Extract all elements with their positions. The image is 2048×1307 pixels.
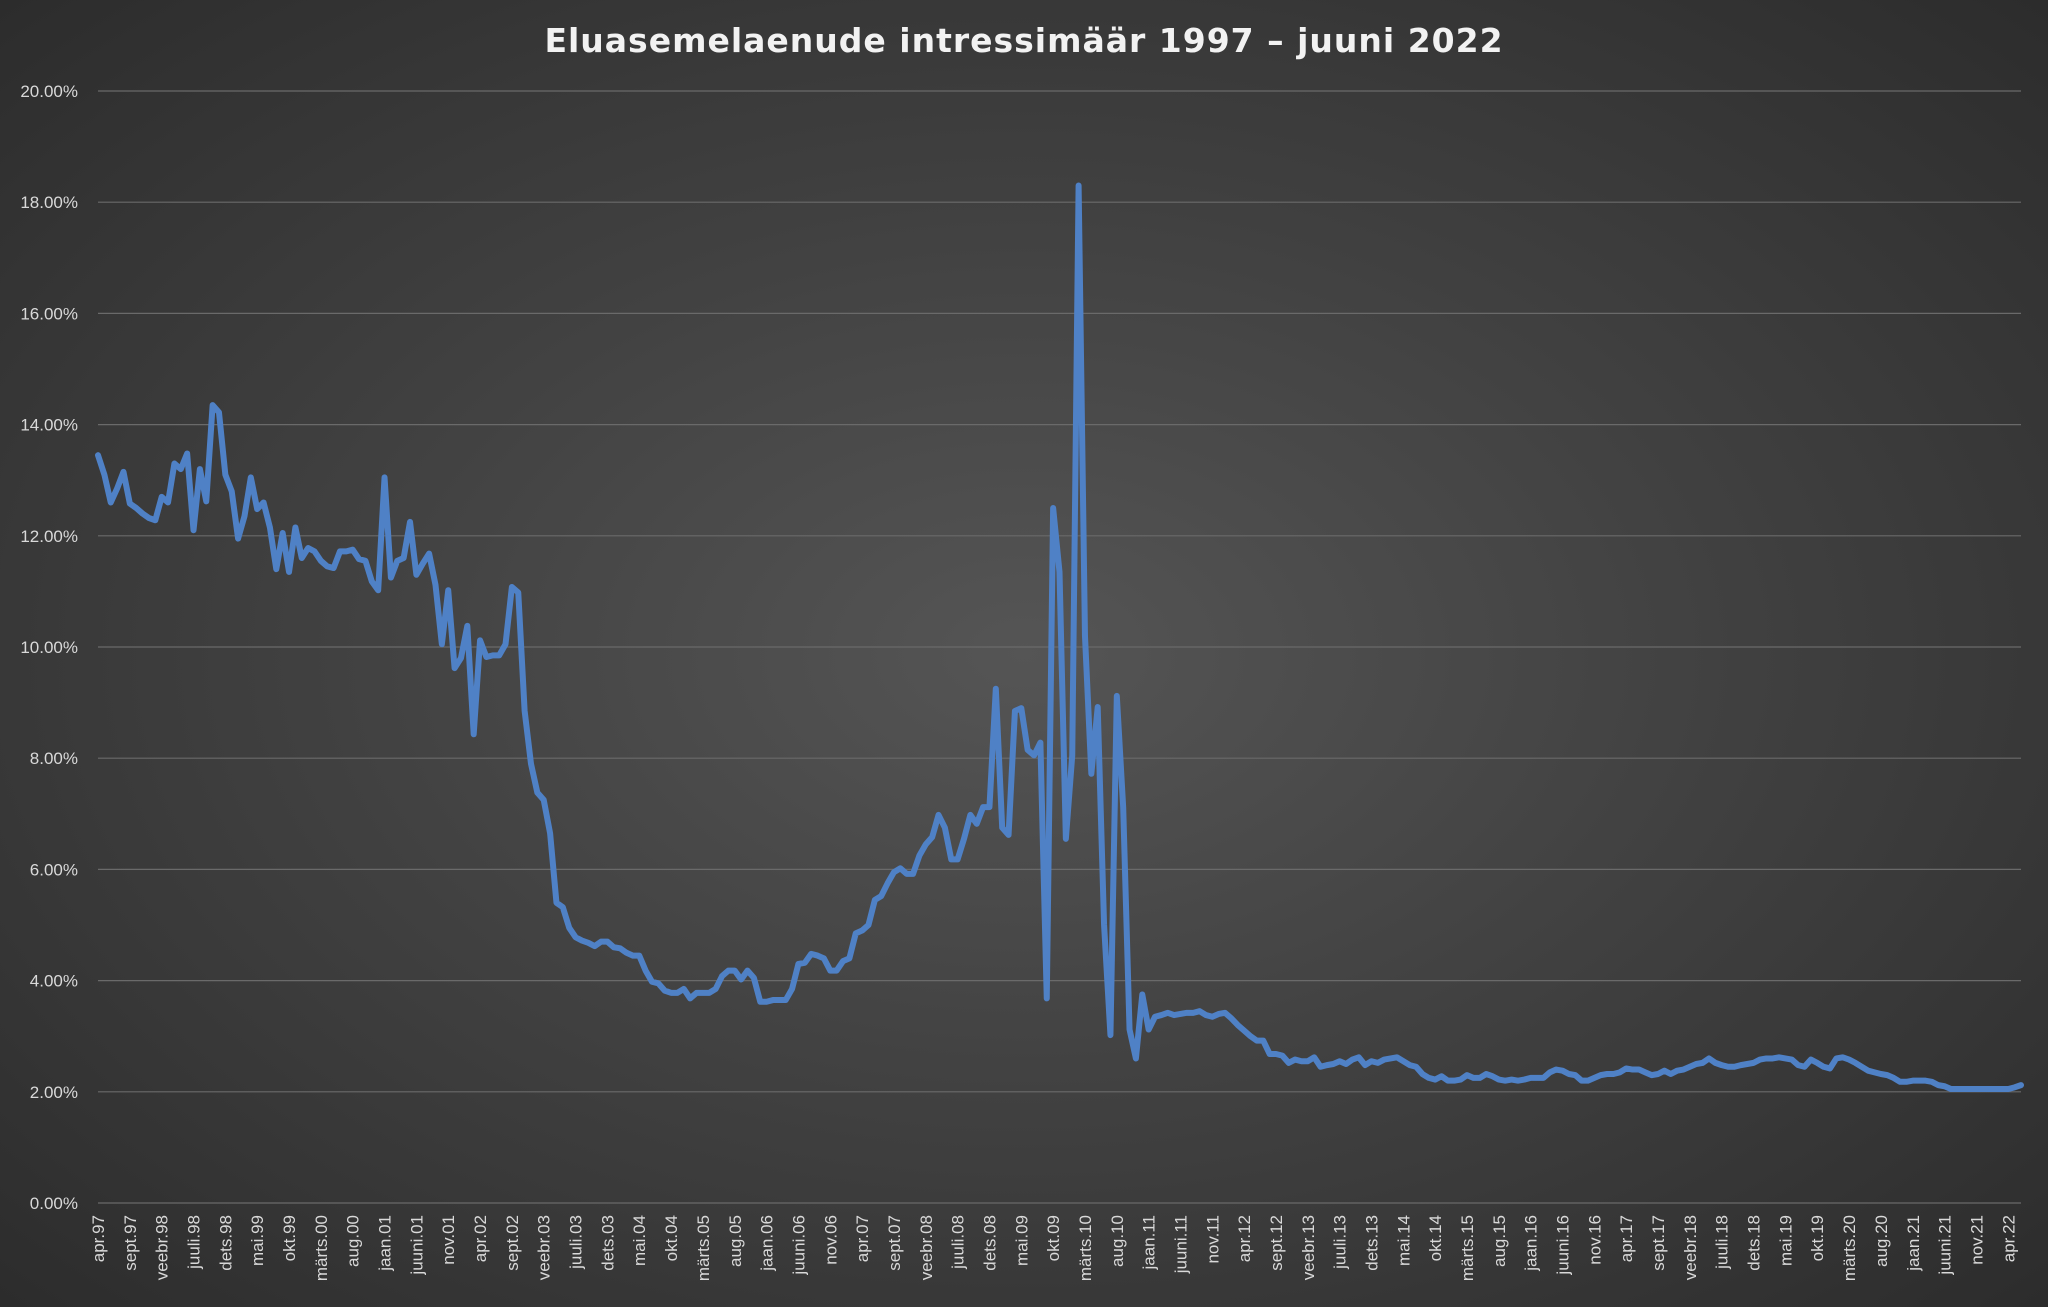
x-tick-label: okt.09	[1044, 1215, 1063, 1261]
y-tick-label: 2.00%	[30, 1083, 78, 1102]
x-tick-label: apr.12	[1235, 1215, 1254, 1262]
x-tick-label: okt.14	[1426, 1215, 1445, 1261]
y-tick-label: 18.00%	[20, 193, 78, 212]
y-axis-ticks: 0.00% 2.00% 4.00% 6.00% 8.00% 10.00% 12.00% 14.…	[20, 82, 78, 1213]
x-tick-label: aug.15	[1490, 1215, 1509, 1267]
x-tick-label: märts.05	[694, 1215, 713, 1281]
x-tick-label: nov.01	[439, 1215, 458, 1265]
x-tick-label: nov.16	[1585, 1215, 1604, 1265]
x-tick-label: märts.00	[312, 1215, 331, 1281]
x-tick-label: märts.10	[1076, 1215, 1095, 1281]
x-tick-label: jaan.01	[376, 1215, 395, 1272]
x-tick-label: apr.17	[1617, 1215, 1636, 1262]
x-tick-label: nov.11	[1203, 1215, 1222, 1264]
x-tick-label: juuni.11	[1171, 1215, 1190, 1274]
x-tick-label: aug.05	[726, 1215, 745, 1267]
x-tick-label: juuli.18	[1713, 1215, 1732, 1270]
x-tick-label: veebr.18	[1681, 1215, 1700, 1280]
y-tick-label: 6.00%	[30, 860, 78, 879]
x-tick-label: veebr.03	[535, 1215, 554, 1280]
x-tick-label: dets.18	[1745, 1215, 1764, 1271]
y-tick-label: 8.00%	[30, 749, 78, 768]
y-tick-label: 16.00%	[20, 304, 78, 323]
x-tick-label: sept.97	[121, 1215, 140, 1271]
x-tick-label: dets.98	[216, 1215, 235, 1271]
x-tick-label: jaan.16	[1522, 1215, 1541, 1272]
x-tick-label: nov.21	[1967, 1215, 1986, 1265]
x-tick-label: apr.97	[89, 1215, 108, 1262]
x-tick-label: juuni.06	[789, 1215, 808, 1276]
y-tick-label: 20.00%	[20, 82, 78, 101]
x-tick-label: juuli.03	[567, 1215, 586, 1270]
x-tick-label: dets.13	[1363, 1215, 1382, 1271]
y-tick-label: 14.00%	[20, 416, 78, 435]
x-tick-label: jaan.06	[758, 1215, 777, 1272]
x-tick-label: sept.07	[885, 1215, 904, 1271]
x-tick-label: apr.07	[853, 1215, 872, 1262]
y-tick-label: 12.00%	[20, 527, 78, 546]
x-tick-label: jaan.21	[1904, 1215, 1923, 1272]
x-axis-ticks: apr.97 sept.97 veebr.98 juuli.98 dets.98 mai.…	[89, 1215, 2018, 1281]
y-tick-label: 0.00%	[30, 1194, 78, 1213]
y-tick-label: 10.00%	[20, 638, 78, 657]
x-tick-label: okt.19	[1808, 1215, 1827, 1261]
y-tick-label: 4.00%	[30, 972, 78, 991]
x-tick-label: veebr.98	[153, 1215, 172, 1280]
x-tick-label: dets.08	[980, 1215, 999, 1271]
x-tick-label: dets.03	[598, 1215, 617, 1271]
x-tick-label: märts.15	[1458, 1215, 1477, 1281]
x-tick-label: juuni.01	[407, 1215, 426, 1276]
x-tick-label: mai.14	[1394, 1215, 1413, 1266]
x-tick-label: apr.22	[1999, 1215, 2018, 1262]
x-tick-label: mai.99	[248, 1215, 267, 1266]
x-tick-label: juuni.16	[1554, 1215, 1573, 1276]
x-tick-label: sept.17	[1649, 1215, 1668, 1271]
chart-title: Eluasemelaenude intressimäär 1997 – juun…	[544, 21, 1503, 60]
x-tick-label: juuni.21	[1936, 1215, 1955, 1276]
x-tick-label: nov.06	[821, 1215, 840, 1265]
x-tick-label: okt.99	[280, 1215, 299, 1261]
x-tick-label: sept.12	[1267, 1215, 1286, 1271]
x-tick-label: juuli.08	[949, 1215, 968, 1270]
x-tick-label: aug.10	[1108, 1215, 1127, 1267]
x-tick-label: apr.02	[471, 1215, 490, 1262]
x-tick-label: okt.04	[662, 1215, 681, 1261]
x-tick-label: mai.09	[1012, 1215, 1031, 1266]
x-tick-label: aug.00	[344, 1215, 363, 1267]
x-tick-label: mai.04	[630, 1215, 649, 1266]
x-tick-label: veebr.13	[1299, 1215, 1318, 1280]
x-tick-label: veebr.08	[917, 1215, 936, 1280]
series-line	[95, 182, 2024, 1093]
x-tick-label: jaan.11	[1140, 1215, 1159, 1271]
x-tick-label: mai.19	[1776, 1215, 1795, 1266]
x-tick-label: sept.02	[503, 1215, 522, 1271]
x-tick-label: märts.20	[1840, 1215, 1859, 1281]
x-tick-label: aug.20	[1872, 1215, 1891, 1267]
x-tick-label: juuli.13	[1331, 1215, 1350, 1270]
x-tick-label: juuli.98	[185, 1215, 204, 1270]
